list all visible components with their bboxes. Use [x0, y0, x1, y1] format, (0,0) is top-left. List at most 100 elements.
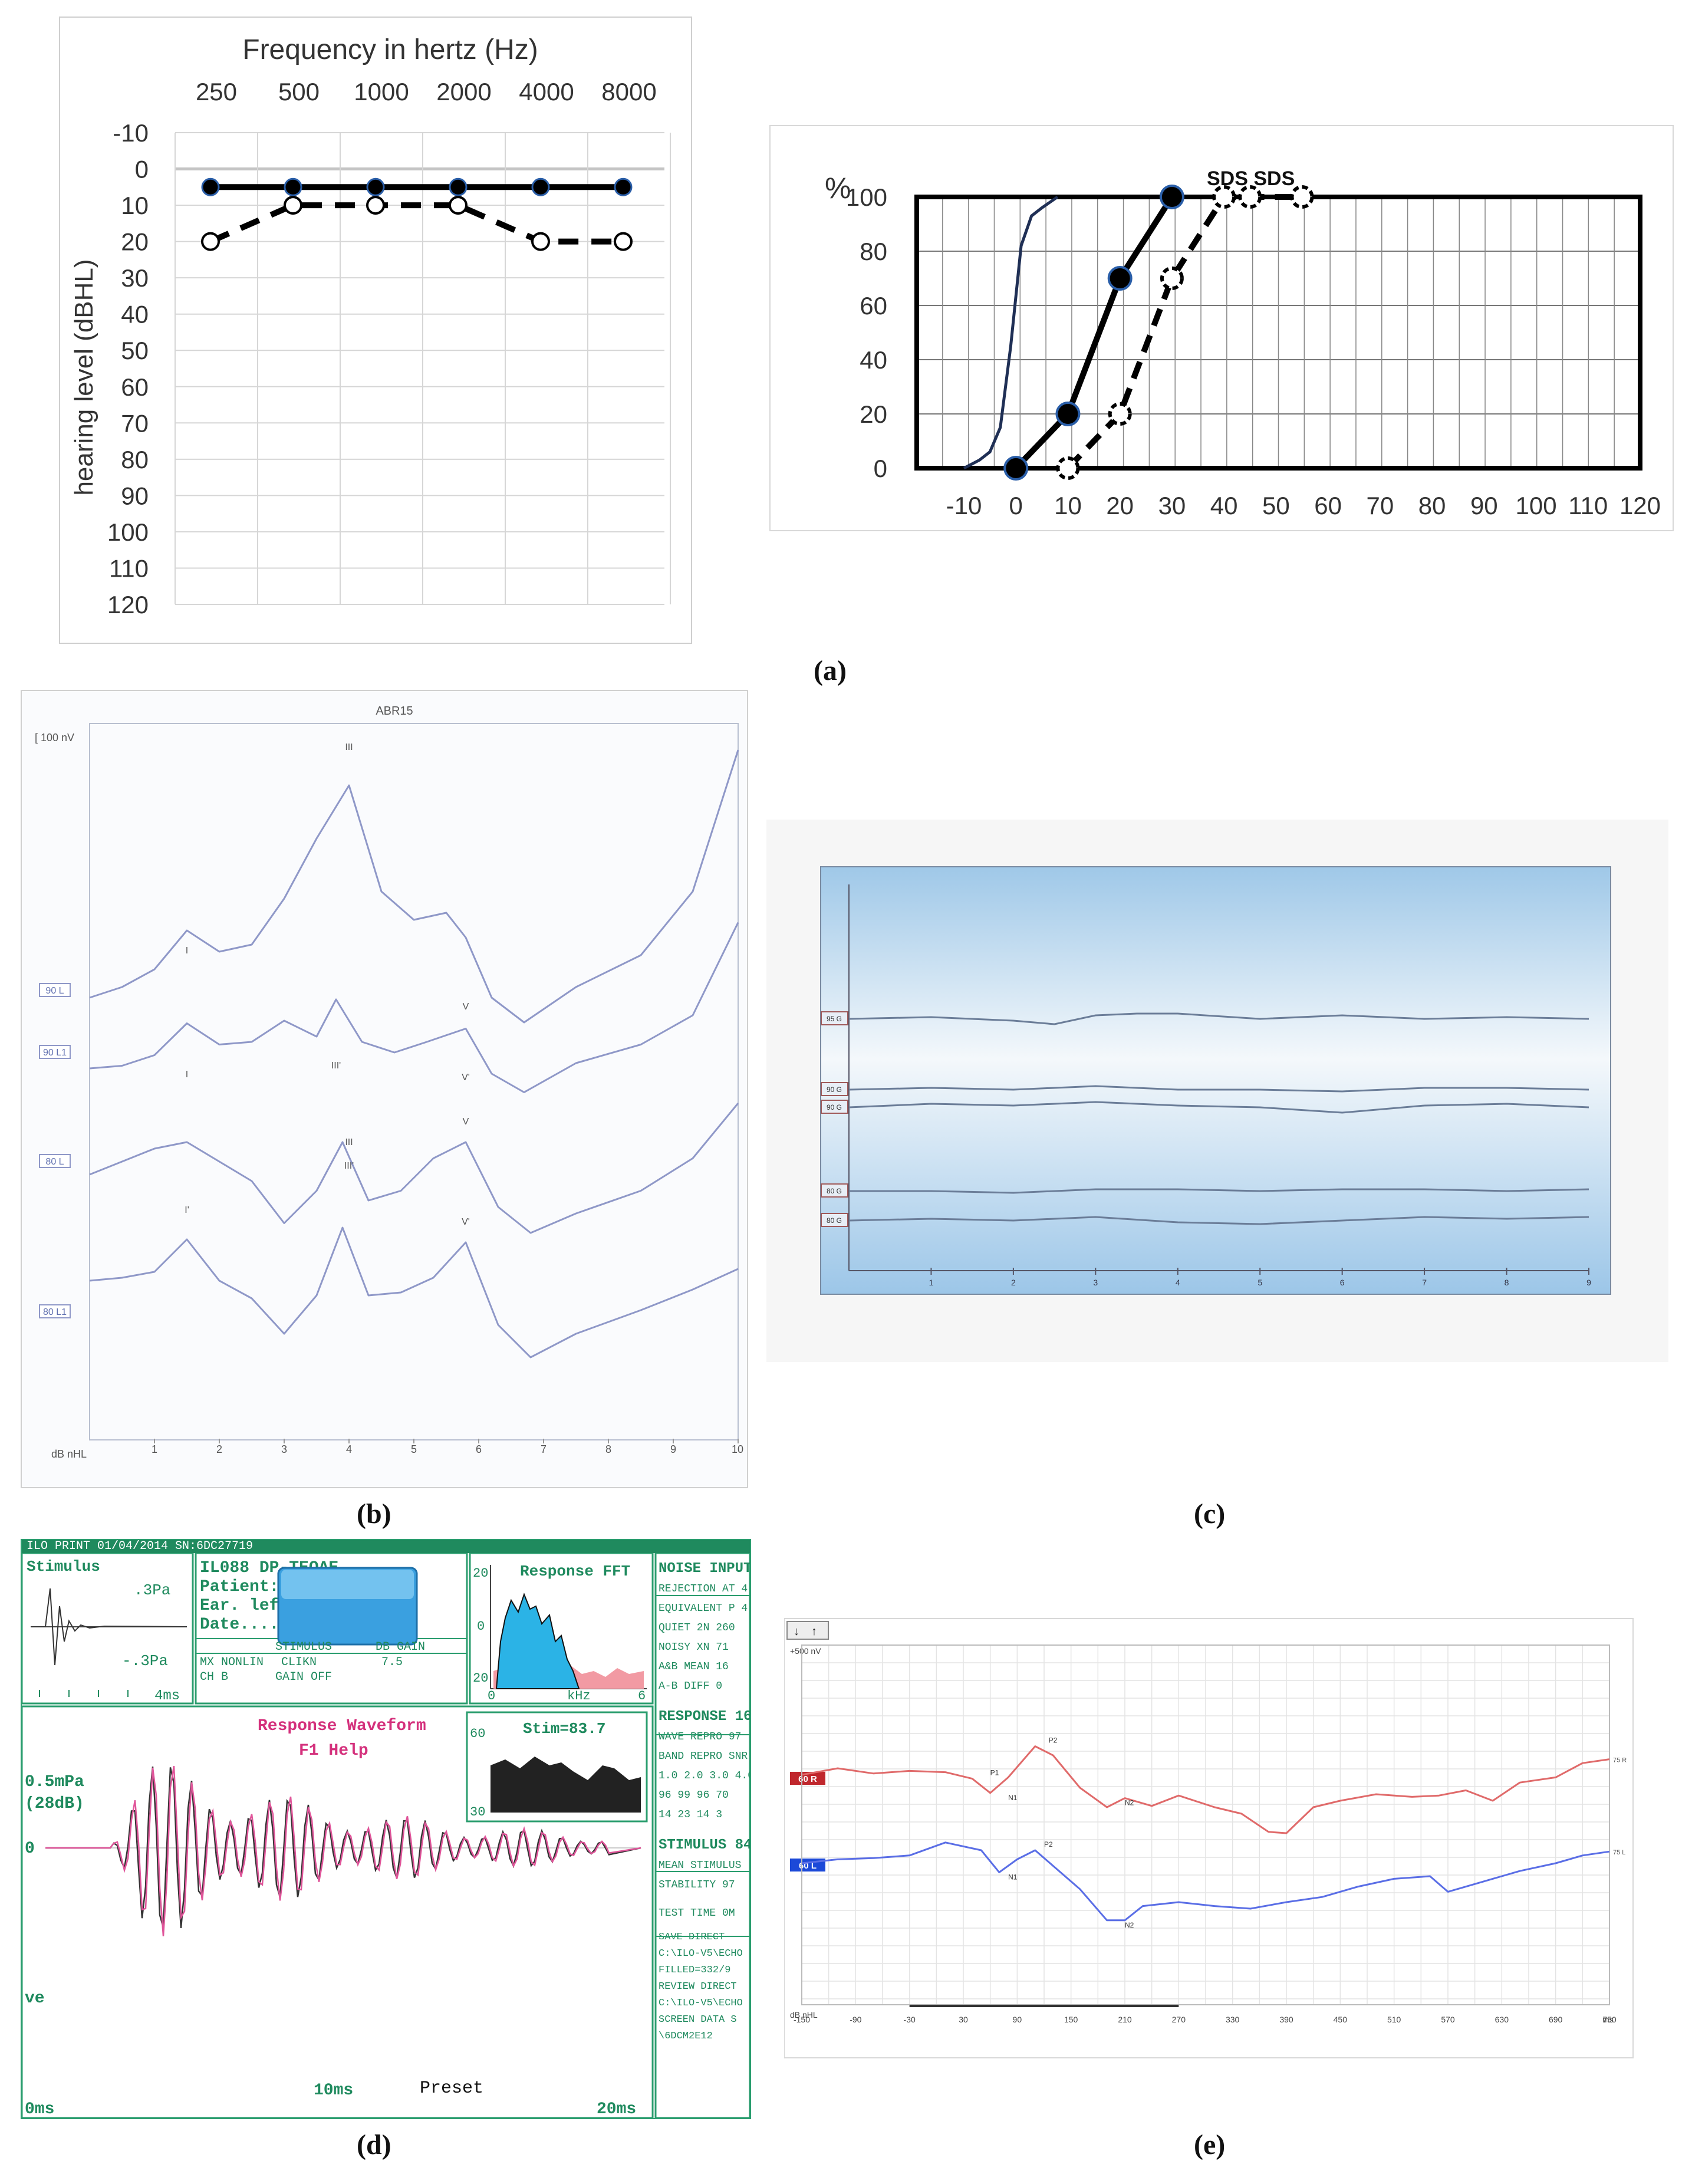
- abr-peak-label: I: [186, 1070, 188, 1080]
- abr-series-label-box: [39, 1045, 71, 1059]
- assr-x-tick: 8: [1505, 1278, 1509, 1287]
- speech-y-tick: 60: [860, 292, 887, 320]
- oae-ch: CH B: [200, 1670, 228, 1684]
- assr-trace: [849, 1188, 1589, 1194]
- cortical-peak-label: P2: [1044, 1840, 1053, 1848]
- audiogram-y-tick: 60: [121, 373, 149, 401]
- assr-x-tick: 2: [1011, 1278, 1016, 1287]
- abr-trace: [89, 922, 739, 1093]
- oae-save-line: C:\ILO-V5\ECHO: [659, 1948, 743, 1959]
- speech-x-tick: 0: [1009, 492, 1023, 519]
- speech-point: [1290, 185, 1314, 209]
- oae-db-gain: DB GAIN: [376, 1640, 425, 1654]
- oae-noise-line: REJECTION AT 4: [659, 1583, 748, 1595]
- audiogram-x-tick: 1000: [354, 78, 409, 106]
- oae-info-line: Ear. left: [200, 1597, 289, 1615]
- audiogram-y-tick: 70: [121, 409, 149, 437]
- abr-series-label: 80 L1: [43, 1307, 67, 1317]
- oae-response-line: 14 23 14 3: [659, 1809, 722, 1821]
- abr-x-tick: 9: [670, 1443, 676, 1455]
- abr-peak-label: III': [331, 1061, 341, 1071]
- abr-peak-label: V: [463, 1002, 469, 1012]
- oae-response-trace: [45, 1765, 641, 1936]
- abr-series-label-box: [39, 1154, 71, 1168]
- speech-x-tick: 90: [1470, 492, 1498, 519]
- assr-x-tick: 5: [1258, 1278, 1262, 1287]
- oae-test-time: TEST TIME 0M: [659, 1907, 735, 1919]
- oae-noise-line: EQUIVALENT P 4: [659, 1603, 748, 1614]
- audiogram-x-tick: 2000: [436, 78, 491, 106]
- cortical-corner: dB nHL: [790, 2010, 818, 2019]
- abr-x-tick: 3: [281, 1443, 287, 1455]
- speech-y-tick: 20: [860, 400, 887, 428]
- oae-fft-y1: 0: [477, 1619, 485, 1634]
- oae-ve: ve: [25, 1989, 45, 2008]
- speech-point: [1160, 267, 1184, 290]
- oae-stim-top: .3Pa: [134, 1581, 170, 1599]
- audiogram-point: [201, 177, 220, 196]
- audiogram-y-tick: 50: [121, 337, 149, 364]
- cortical-x-tick: 330: [1226, 2015, 1240, 2024]
- audiogram-y-tick: 10: [121, 192, 149, 219]
- cortical-down-icon[interactable]: ↓: [794, 1625, 799, 1638]
- oae-stim-bottom: -.3Pa: [122, 1652, 168, 1670]
- abr-series-label: 90 L: [45, 986, 64, 996]
- abr-title: ABR15: [376, 705, 413, 718]
- oae-save-line: REVIEW DIRECT: [659, 1981, 737, 1992]
- cortical-peak-label: N2: [1125, 1921, 1134, 1929]
- assr-x-tick: 9: [1586, 1278, 1591, 1287]
- speech-x-tick: 110: [1568, 492, 1608, 519]
- oae-stim-val: Stim=83.7: [523, 1720, 605, 1738]
- cortical-label-r-box: [790, 1772, 825, 1785]
- speech-percent-label: %: [825, 172, 851, 205]
- audiogram-point: [531, 177, 550, 196]
- abr-series-label-box: [39, 983, 71, 997]
- speech-point: [1238, 185, 1262, 209]
- audiogram-x-tick: 250: [196, 78, 237, 106]
- cortical-x-tick: 510: [1387, 2015, 1401, 2024]
- oae-mx: MX NONLIN: [200, 1656, 264, 1669]
- oae-fft-title: Response FFT: [520, 1563, 630, 1580]
- cortical-peak-label: P2: [1049, 1736, 1058, 1745]
- caption-e: (e): [1194, 2129, 1226, 2160]
- oae-response-line: BAND REPRO SNR: [659, 1751, 748, 1762]
- audiogram-x-tick: 500: [278, 78, 320, 106]
- speech-x-tick: 120: [1619, 492, 1661, 519]
- speech-series-line: [1013, 195, 1175, 471]
- abr-peak-label: V: [463, 1117, 469, 1127]
- audiogram-point: [366, 177, 385, 196]
- oae-noise-line: NOISY XN 71: [659, 1642, 729, 1653]
- speech-y-tick: 100: [846, 183, 887, 211]
- cortical-x-tick: 210: [1118, 2015, 1132, 2024]
- speech-point: [1003, 456, 1029, 481]
- audiogram-point: [614, 177, 633, 196]
- audiogram-point: [449, 177, 468, 196]
- caption-d: (d): [357, 2129, 391, 2160]
- oae-noise-line: NOISE INPUT 3: [659, 1561, 750, 1577]
- abr-peak-label: V': [462, 1073, 470, 1083]
- abr-peak-label: III': [344, 1161, 354, 1171]
- assr-trace: [848, 1101, 1589, 1114]
- oae-t10: 10ms: [314, 2081, 353, 2100]
- audiogram-y-tick: 20: [121, 228, 149, 256]
- speech-x-tick: -10: [946, 492, 982, 519]
- assr-label: 90 G: [827, 1103, 842, 1111]
- cortical-buttons[interactable]: [786, 1621, 829, 1640]
- oae-clikn: CLIKN: [281, 1656, 317, 1669]
- speech-point: [1056, 456, 1080, 480]
- speech-series-line: [1065, 194, 1302, 471]
- speech-point: [1055, 402, 1081, 426]
- cortical-up-icon[interactable]: ↑: [811, 1625, 817, 1638]
- cortical-xunit: ms: [1602, 2015, 1614, 2024]
- assr-trace: [848, 1012, 1589, 1025]
- speech-x-tick: 40: [1210, 492, 1238, 519]
- cortical-x-tick: 270: [1172, 2015, 1186, 2024]
- assr-label-box: [821, 1213, 848, 1227]
- cortical-x-tick: 750: [1602, 2015, 1617, 2024]
- audiogram-y-tick: 100: [107, 518, 149, 546]
- abr-peak-label: III: [345, 742, 353, 752]
- oae-save-line: C:\ILO-V5\ECHO: [659, 1998, 743, 2009]
- oae-noise-line: QUIET 2N 260: [659, 1622, 735, 1634]
- assr-x-tick: 4: [1176, 1278, 1180, 1287]
- oae-info-line: Date.....: [200, 1616, 289, 1634]
